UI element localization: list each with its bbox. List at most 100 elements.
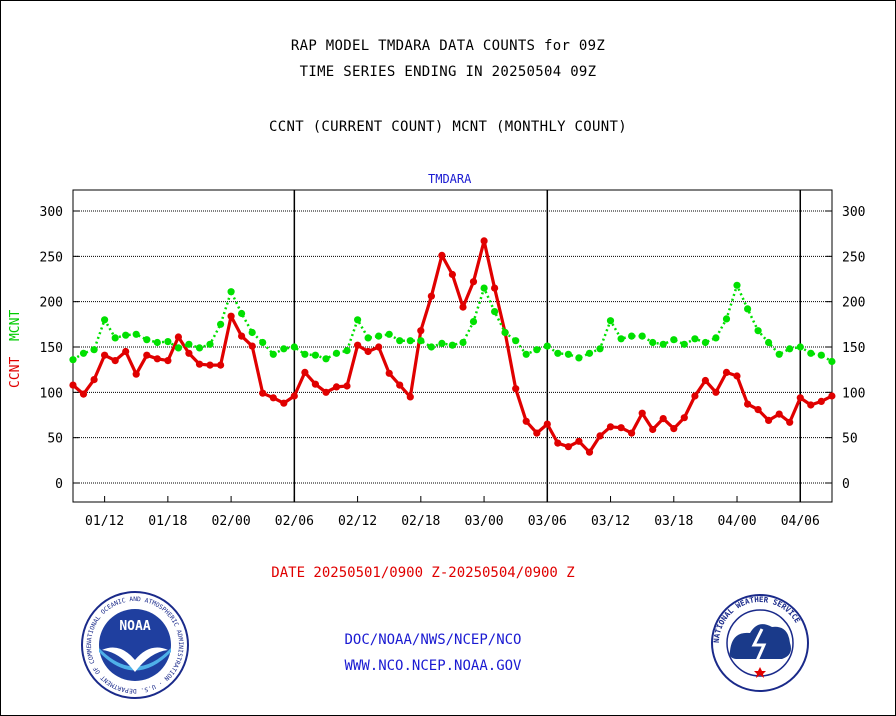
data-point-mcnt bbox=[533, 346, 541, 354]
data-point-ccnt bbox=[69, 381, 77, 389]
y-tick-label-left: 150 bbox=[40, 341, 63, 356]
data-point-ccnt bbox=[533, 429, 541, 437]
data-point-ccnt bbox=[101, 351, 109, 359]
data-point-mcnt bbox=[132, 330, 140, 338]
data-point-mcnt bbox=[122, 331, 130, 339]
data-point-mcnt bbox=[649, 338, 657, 347]
data-point-ccnt bbox=[628, 429, 636, 437]
data-point-ccnt bbox=[280, 399, 288, 407]
data-point-ccnt bbox=[828, 392, 836, 400]
y-tick-label-left: 50 bbox=[47, 432, 63, 447]
data-point-ccnt bbox=[185, 349, 193, 357]
data-point-mcnt bbox=[396, 337, 404, 345]
data-point-ccnt bbox=[195, 360, 204, 368]
data-point-ccnt bbox=[585, 448, 594, 456]
data-point-mcnt bbox=[174, 344, 182, 352]
data-point-mcnt bbox=[322, 355, 330, 363]
data-point-mcnt bbox=[290, 343, 298, 351]
data-point-mcnt bbox=[217, 320, 225, 328]
data-point-mcnt bbox=[195, 344, 204, 352]
data-point-mcnt bbox=[375, 332, 383, 340]
data-point-ccnt bbox=[301, 368, 309, 376]
data-point-ccnt bbox=[480, 237, 488, 245]
data-point-mcnt bbox=[280, 345, 288, 353]
data-point-ccnt bbox=[406, 393, 414, 401]
y-tick-label-right: 100 bbox=[842, 386, 865, 401]
data-point-mcnt bbox=[269, 350, 277, 358]
data-point-mcnt bbox=[691, 335, 699, 343]
data-point-ccnt bbox=[733, 372, 741, 380]
nws-logo: NATIONAL WEATHER SERVICE bbox=[711, 594, 809, 692]
data-point-mcnt bbox=[606, 317, 615, 325]
y-tick-label-left: 0 bbox=[55, 477, 63, 492]
data-point-mcnt bbox=[828, 357, 836, 366]
chart-title-line1: RAP MODEL TMDARA DATA COUNTS for 09Z bbox=[290, 38, 606, 54]
data-point-ccnt bbox=[512, 385, 520, 393]
plot-label: TMDARA bbox=[428, 172, 472, 186]
data-point-mcnt bbox=[448, 341, 456, 349]
data-point-ccnt bbox=[596, 432, 604, 440]
data-point-mcnt bbox=[638, 332, 646, 340]
data-point-mcnt bbox=[79, 349, 88, 357]
data-point-ccnt bbox=[670, 425, 678, 433]
data-point-mcnt bbox=[417, 337, 425, 345]
data-point-ccnt bbox=[459, 303, 467, 311]
data-point-ccnt bbox=[691, 392, 699, 400]
data-point-mcnt bbox=[670, 336, 678, 344]
footer-link-www[interactable]: WWW.NCO.NCEP.NOAA.GOV bbox=[344, 658, 522, 674]
data-point-mcnt bbox=[69, 356, 77, 364]
data-point-mcnt bbox=[238, 309, 246, 318]
data-point-mcnt bbox=[164, 338, 172, 346]
data-point-ccnt bbox=[680, 414, 688, 422]
data-point-ccnt bbox=[469, 278, 478, 286]
x-tick-label: 03/00 bbox=[464, 514, 503, 529]
y-tick-label-right: 250 bbox=[842, 250, 865, 265]
y-tick-label-right: 200 bbox=[842, 296, 865, 311]
data-point-ccnt bbox=[722, 368, 731, 376]
x-tick-label: 03/12 bbox=[591, 514, 630, 529]
data-point-mcnt bbox=[343, 347, 351, 355]
data-point-mcnt bbox=[185, 340, 193, 348]
data-point-ccnt bbox=[786, 418, 794, 426]
data-point-ccnt bbox=[744, 400, 752, 408]
x-tick-label: 03/06 bbox=[528, 514, 567, 529]
footer-link-doc[interactable]: DOC/NOAA/NWS/NCEP/NCO bbox=[344, 632, 522, 648]
data-point-mcnt bbox=[701, 338, 710, 347]
data-point-ccnt bbox=[174, 333, 182, 341]
data-point-ccnt bbox=[617, 424, 625, 432]
data-point-mcnt bbox=[554, 349, 562, 357]
data-point-ccnt bbox=[491, 284, 499, 292]
data-point-mcnt bbox=[90, 346, 98, 354]
data-point-ccnt bbox=[259, 389, 267, 397]
data-point-ccnt bbox=[290, 392, 298, 400]
data-point-mcnt bbox=[111, 334, 119, 342]
data-point-mcnt bbox=[227, 288, 235, 296]
data-point-mcnt bbox=[459, 338, 467, 347]
data-point-ccnt bbox=[417, 327, 425, 335]
x-tick-label: 04/06 bbox=[781, 514, 820, 529]
data-point-mcnt bbox=[438, 339, 446, 347]
data-point-ccnt bbox=[543, 420, 551, 428]
data-point-ccnt bbox=[227, 312, 235, 320]
data-point-ccnt bbox=[796, 394, 804, 402]
data-point-ccnt bbox=[354, 341, 362, 349]
x-tick-label: 02/18 bbox=[401, 514, 440, 529]
data-point-ccnt bbox=[122, 347, 130, 356]
data-point-mcnt bbox=[501, 328, 509, 337]
data-point-mcnt bbox=[712, 334, 720, 342]
data-point-ccnt bbox=[448, 270, 456, 279]
data-point-ccnt bbox=[649, 425, 657, 434]
chart-subtitle: CCNT (CURRENT COUNT) MCNT (MONTHLY COUNT… bbox=[269, 119, 627, 135]
data-point-ccnt bbox=[712, 388, 720, 396]
data-point-mcnt bbox=[427, 343, 435, 351]
data-point-ccnt bbox=[807, 401, 815, 409]
data-point-ccnt bbox=[143, 351, 151, 359]
data-point-mcnt bbox=[807, 349, 815, 357]
data-point-ccnt bbox=[701, 376, 710, 385]
data-point-ccnt bbox=[564, 443, 573, 451]
data-point-ccnt bbox=[427, 292, 435, 300]
data-point-ccnt bbox=[206, 361, 214, 369]
data-point-mcnt bbox=[575, 354, 583, 362]
data-point-ccnt bbox=[775, 410, 783, 418]
